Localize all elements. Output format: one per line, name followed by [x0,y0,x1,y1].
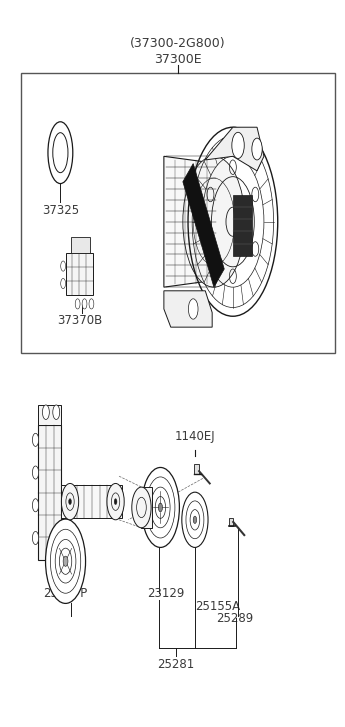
Circle shape [42,405,49,419]
Text: (37300-2G800): (37300-2G800) [130,37,226,50]
Polygon shape [164,156,217,287]
Bar [66,253,93,295]
Bar [61,485,122,518]
Circle shape [82,299,87,309]
Circle shape [61,261,66,271]
Circle shape [89,299,94,309]
Circle shape [61,483,79,520]
Bar [71,237,90,253]
Circle shape [32,531,39,545]
Ellipse shape [48,121,73,183]
Bar [141,487,152,528]
Circle shape [32,433,39,446]
Circle shape [183,156,245,287]
Polygon shape [205,127,264,171]
Circle shape [69,499,71,505]
Text: 25281: 25281 [157,658,195,671]
Polygon shape [183,164,224,287]
Text: 25289: 25289 [216,612,253,625]
Circle shape [50,529,81,593]
Circle shape [132,487,151,528]
Bar [38,405,61,425]
Bar [229,518,233,526]
Circle shape [155,497,166,518]
Bar [38,425,61,560]
Circle shape [53,405,60,419]
Circle shape [232,132,244,158]
Bar [194,464,199,474]
Bar [21,73,335,353]
Circle shape [32,499,39,512]
Circle shape [59,548,72,574]
Circle shape [158,503,162,512]
Circle shape [141,467,179,547]
Ellipse shape [53,132,68,172]
Circle shape [61,278,66,289]
Text: 37300E: 37300E [154,53,201,66]
Circle shape [63,556,68,566]
Bar [233,195,252,256]
Polygon shape [164,291,212,327]
Text: 37370B: 37370B [57,314,102,327]
Circle shape [188,299,198,319]
Text: 1140EJ: 1140EJ [175,430,215,443]
Circle shape [193,516,197,523]
Circle shape [114,499,117,505]
Circle shape [107,483,124,520]
Text: 25155A: 25155A [195,600,240,613]
Circle shape [46,519,86,603]
Circle shape [32,466,39,479]
Circle shape [252,138,262,160]
Circle shape [75,299,80,309]
Circle shape [190,510,200,530]
Text: 37325: 37325 [42,204,79,217]
Circle shape [182,492,208,547]
Text: 25287P: 25287P [43,587,88,601]
Text: 23129: 23129 [147,587,184,601]
